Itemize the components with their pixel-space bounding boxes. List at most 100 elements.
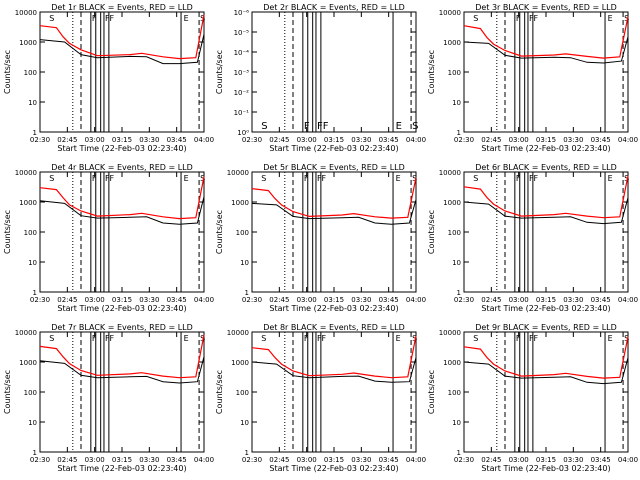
x-tick-label: 02:45 xyxy=(57,136,77,144)
y-tick-label: 1000 xyxy=(19,359,37,367)
y-tick-label: 10 xyxy=(452,419,461,427)
panel-det-1: Det 1r BLACK = Events, RED = LLD Counts/s… xyxy=(3,3,214,153)
x-tick-label: 02:30 xyxy=(454,136,474,144)
panel-title: Det 6r BLACK = Events, RED = LLD xyxy=(475,163,617,172)
x-tick-label: 03:30 xyxy=(139,136,159,144)
marker-label: S xyxy=(200,174,205,183)
x-tick-label: 02:45 xyxy=(269,136,289,144)
y-tick-label: 100 xyxy=(24,69,37,77)
x-tick-label: 03:45 xyxy=(591,456,611,464)
x-tick-label: 03:00 xyxy=(509,456,529,464)
plot-frame xyxy=(463,331,629,453)
panel-title: Det 4r BLACK = Events, RED = LLD xyxy=(51,163,193,172)
y-tick-label: 10000 xyxy=(15,329,37,337)
marker-label: F xyxy=(304,334,309,343)
x-tick-label: 03:30 xyxy=(139,456,159,464)
y-tick-label: 1 xyxy=(457,129,461,137)
panel-det-3: Det 3r BLACK = Events, RED = LLD Counts/s… xyxy=(427,3,638,153)
x-tick-label: 03:15 xyxy=(112,456,132,464)
marker-label: S xyxy=(49,14,54,23)
y-axis-label: Counts/sec xyxy=(3,210,12,254)
y-tick-label: 1 xyxy=(245,449,249,457)
plot-frame xyxy=(39,171,205,293)
marker-label: E xyxy=(608,174,613,183)
y-tick-label: 10 xyxy=(452,259,461,267)
panel-det-4: Det 4r BLACK = Events, RED = LLD Counts/s… xyxy=(3,163,214,313)
marker-label: F xyxy=(516,174,521,183)
marker-label: F xyxy=(516,14,521,23)
panel-title: Det 2r BLACK = Events, RED = LLD xyxy=(263,3,405,12)
y-tick-label: 10⁻⁵ xyxy=(234,29,250,37)
x-tick-label: 04:00 xyxy=(406,456,426,464)
panel-det-9: Det 9r BLACK = Events, RED = LLD Counts/s… xyxy=(427,323,638,473)
y-tick-label: 1 xyxy=(457,289,461,297)
marker-label: E xyxy=(396,121,402,132)
y-tick-label: 10000 xyxy=(15,9,37,17)
x-tick-label: 04:00 xyxy=(406,296,426,304)
events-series-line xyxy=(463,357,629,385)
marker-label: E xyxy=(608,334,613,343)
x-tick-label: 03:45 xyxy=(167,456,187,464)
y-tick-label: 1000 xyxy=(443,39,461,47)
y-tick-label: 10⁻⁴ xyxy=(234,49,250,57)
x-axis-label: Start Time (22-Feb-03 02:23:40) xyxy=(57,144,186,153)
marker-label: FF xyxy=(105,334,115,343)
marker-label: F xyxy=(516,334,521,343)
x-tick-label: 03:45 xyxy=(167,136,187,144)
y-tick-label: 100 xyxy=(24,389,37,397)
x-axis-label: Start Time (22-Feb-03 02:23:40) xyxy=(481,144,610,153)
x-tick-label: 03:30 xyxy=(563,136,583,144)
x-tick-label: 03:30 xyxy=(351,296,371,304)
x-tick-label: 04:00 xyxy=(618,296,638,304)
events-series-line xyxy=(251,199,417,225)
x-tick-label: 02:30 xyxy=(242,136,262,144)
marker-label: E xyxy=(184,14,189,23)
x-tick-label: 03:45 xyxy=(167,296,187,304)
panel-det-2: Det 2r BLACK = Events, RED = LLD Counts/s… xyxy=(215,3,426,153)
y-axis-label: Counts/sec xyxy=(3,50,12,94)
x-tick-label: 04:00 xyxy=(618,136,638,144)
y-tick-label: 1 xyxy=(457,449,461,457)
y-tick-label: 10 xyxy=(28,99,37,107)
lld-series-line xyxy=(39,176,205,220)
y-axis-label: Counts/sec xyxy=(427,370,436,414)
x-tick-label: 03:15 xyxy=(324,456,344,464)
y-tick-label: 1000 xyxy=(443,359,461,367)
lld-series-line xyxy=(251,335,417,379)
y-tick-label: 100 xyxy=(448,229,461,237)
y-tick-label: 100 xyxy=(448,389,461,397)
marker-label: S xyxy=(412,174,417,183)
x-tick-label: 03:15 xyxy=(324,136,344,144)
x-axis-label: Start Time (22-Feb-03 02:23:40) xyxy=(269,464,398,473)
panel-title: Det 1r BLACK = Events, RED = LLD xyxy=(51,3,193,12)
plot-frame xyxy=(463,171,629,293)
marker-label: FF xyxy=(105,14,115,23)
y-tick-label: 10000 xyxy=(439,9,461,17)
marker-label: S xyxy=(49,174,54,183)
y-axis-label: Counts/sec xyxy=(427,210,436,254)
y-tick-label: 10 xyxy=(240,259,249,267)
x-tick-label: 02:30 xyxy=(30,296,50,304)
y-tick-label: 100 xyxy=(236,389,249,397)
y-tick-label: 1000 xyxy=(19,199,37,207)
x-axis-label: Start Time (22-Feb-03 02:23:40) xyxy=(57,464,186,473)
panel-det-7: Det 7r BLACK = Events, RED = LLD Counts/s… xyxy=(3,323,214,473)
marker-label: S xyxy=(412,334,417,343)
marker-label: FF xyxy=(529,14,539,23)
x-tick-label: 04:00 xyxy=(194,456,214,464)
x-tick-label: 03:45 xyxy=(379,456,399,464)
y-tick-label: 10000 xyxy=(439,169,461,177)
marker-label: S xyxy=(200,14,205,23)
x-tick-label: 02:30 xyxy=(454,296,474,304)
x-tick-label: 02:45 xyxy=(481,456,501,464)
marker-label: S xyxy=(261,174,266,183)
x-tick-label: 03:45 xyxy=(591,296,611,304)
lld-series-line xyxy=(39,334,205,379)
events-series-line xyxy=(39,356,205,384)
x-tick-label: 03:30 xyxy=(563,456,583,464)
y-tick-label: 10 xyxy=(452,99,461,107)
marker-label: F xyxy=(92,174,97,183)
marker-label: E xyxy=(184,334,189,343)
x-tick-label: 02:45 xyxy=(481,296,501,304)
panel-det-5: Det 5r BLACK = Events, RED = LLD Counts/s… xyxy=(215,163,426,313)
